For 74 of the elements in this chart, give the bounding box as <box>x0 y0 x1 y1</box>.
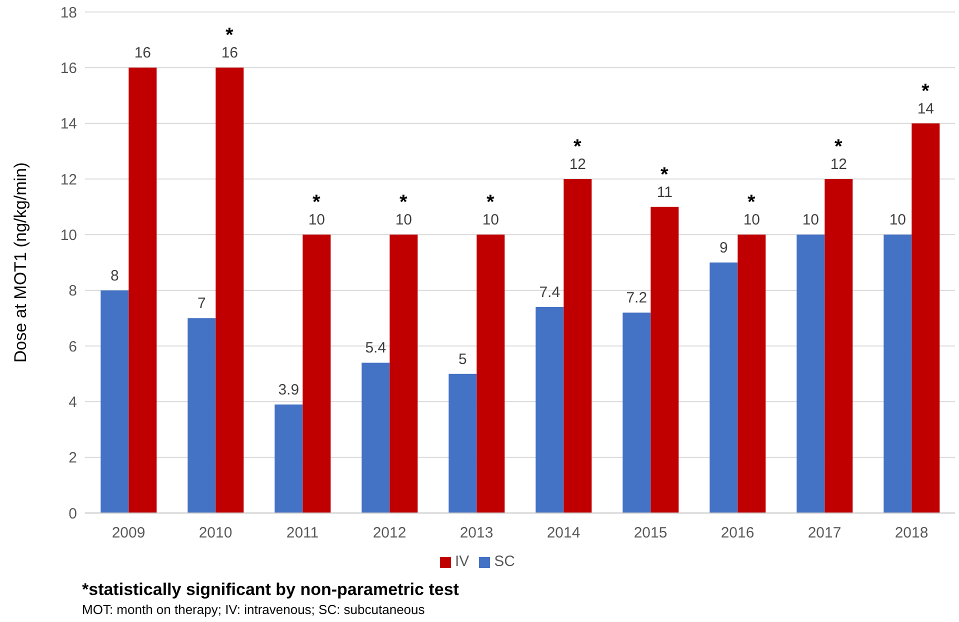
bar <box>536 307 564 513</box>
x-tick-label: 2009 <box>112 524 146 542</box>
x-tick-label: 2011 <box>286 524 319 542</box>
data-label: 12 <box>830 156 848 173</box>
annotation: * <box>486 192 495 214</box>
data-label: 3.9 <box>278 381 300 398</box>
annotation: * <box>226 24 234 47</box>
data-label: 7 <box>197 295 206 312</box>
y-tick-label: 6 <box>68 338 77 356</box>
bar <box>476 234 505 513</box>
bar <box>796 234 825 513</box>
data-label: 8 <box>110 267 119 284</box>
text: *statistically significant by non-parametric test <box>82 579 460 601</box>
annotation: * <box>312 192 321 214</box>
legend-label: SC <box>494 553 516 570</box>
y-tick-label: 12 <box>60 171 77 188</box>
data-label: 10 <box>743 212 760 229</box>
annotation: * <box>660 164 669 186</box>
data-label: 9 <box>719 240 728 256</box>
bar <box>302 234 331 513</box>
data-label: 7.4 <box>539 284 560 302</box>
y-tick-label: 10 <box>60 226 77 244</box>
y-tick-label: 18 <box>60 4 77 22</box>
data-label: 10 <box>889 212 906 229</box>
bar <box>884 234 912 513</box>
x-tick-label: 2014 <box>546 524 580 542</box>
data-label: 11 <box>656 184 672 201</box>
bar <box>622 312 651 513</box>
y-tick-label: 2 <box>68 450 77 467</box>
bar <box>824 179 853 513</box>
y-tick-label: 16 <box>60 60 77 77</box>
y-tick-label: 8 <box>68 282 77 300</box>
x-tick-label: 2013 <box>460 524 494 542</box>
bar <box>650 206 679 513</box>
y-tick-label: 0 <box>68 505 77 522</box>
data-label: 10 <box>802 212 820 229</box>
bar <box>738 234 766 513</box>
bar <box>188 318 216 513</box>
bar <box>390 234 418 513</box>
x-tick-label: 2018 <box>894 524 928 542</box>
x-tick-label: 2012 <box>372 524 406 542</box>
annotation: * <box>400 192 408 214</box>
bar <box>274 404 303 513</box>
bar <box>216 68 244 513</box>
data-label: 10 <box>308 212 326 229</box>
x-tick-label: 2017 <box>808 524 842 542</box>
bar <box>128 68 157 513</box>
data-label: 16 <box>134 44 152 62</box>
bar <box>912 123 940 513</box>
x-tick-label: 2016 <box>720 524 754 542</box>
data-label: 5.4 <box>365 340 386 357</box>
x-tick-label: 2015 <box>634 524 668 542</box>
text: MOT: month on therapy; IV: intravenous; SC: subcutaneous <box>82 602 426 618</box>
y-tick-label: 4 <box>68 394 77 411</box>
annotation: * <box>748 192 756 214</box>
data-label: 16 <box>221 44 238 62</box>
data-label: 5 <box>458 350 467 368</box>
data-label: 14 <box>917 100 934 118</box>
bar <box>448 374 477 513</box>
bar <box>100 290 129 513</box>
annotation: * <box>834 136 843 158</box>
data-label: 10 <box>395 212 412 229</box>
bar <box>564 179 592 513</box>
bar <box>362 362 390 513</box>
data-label: 12 <box>569 156 586 173</box>
data-label: 7.2 <box>626 290 648 307</box>
annotation: * <box>574 136 582 158</box>
bar <box>710 262 738 513</box>
annotation: * <box>922 80 930 102</box>
y-axis-title: Dose at MOT1 (ng/kg/min) <box>11 162 30 363</box>
y-tick-label: 14 <box>60 116 77 133</box>
x-tick-label: 2010 <box>198 524 232 542</box>
data-label: 10 <box>482 212 500 229</box>
legend-label: IV <box>454 553 470 570</box>
